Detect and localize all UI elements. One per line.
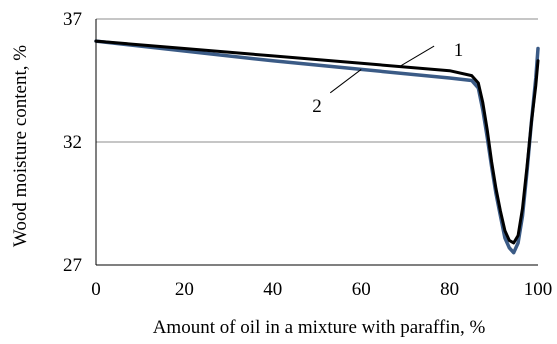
- grid-lines: [96, 18, 538, 266]
- axes: [95, 19, 538, 266]
- x-tick-label-0: 0: [91, 279, 101, 300]
- y-tick-label-27: 27: [63, 255, 82, 276]
- curve-1-leader-line: [400, 45, 435, 67]
- series-line-2: [94, 39, 540, 255]
- x-tick-label-20: 20: [175, 279, 194, 300]
- tick-labels: 0 20 40 60 80 100 27 32 37: [63, 9, 552, 300]
- y-tick-label-37: 37: [63, 9, 82, 30]
- curve-1-label: 1: [454, 40, 464, 61]
- x-tick-label-80: 80: [440, 279, 459, 300]
- curve-2-label: 2: [312, 96, 322, 117]
- x-axis-title: Amount of oil in a mixture with paraffin…: [153, 317, 486, 338]
- x-tick-label-60: 60: [352, 279, 371, 300]
- x-tick-label-40: 40: [263, 279, 282, 300]
- y-tick-label-32: 32: [63, 132, 82, 153]
- series-layer: [94, 39, 540, 255]
- curve-leaders: [329, 45, 435, 94]
- y-axis-title: Wood moisture content, %: [10, 45, 31, 247]
- curve-2-leader-line: [329, 69, 362, 94]
- x-tick-label-100: 100: [524, 279, 553, 300]
- series-line-1: [94, 39, 540, 245]
